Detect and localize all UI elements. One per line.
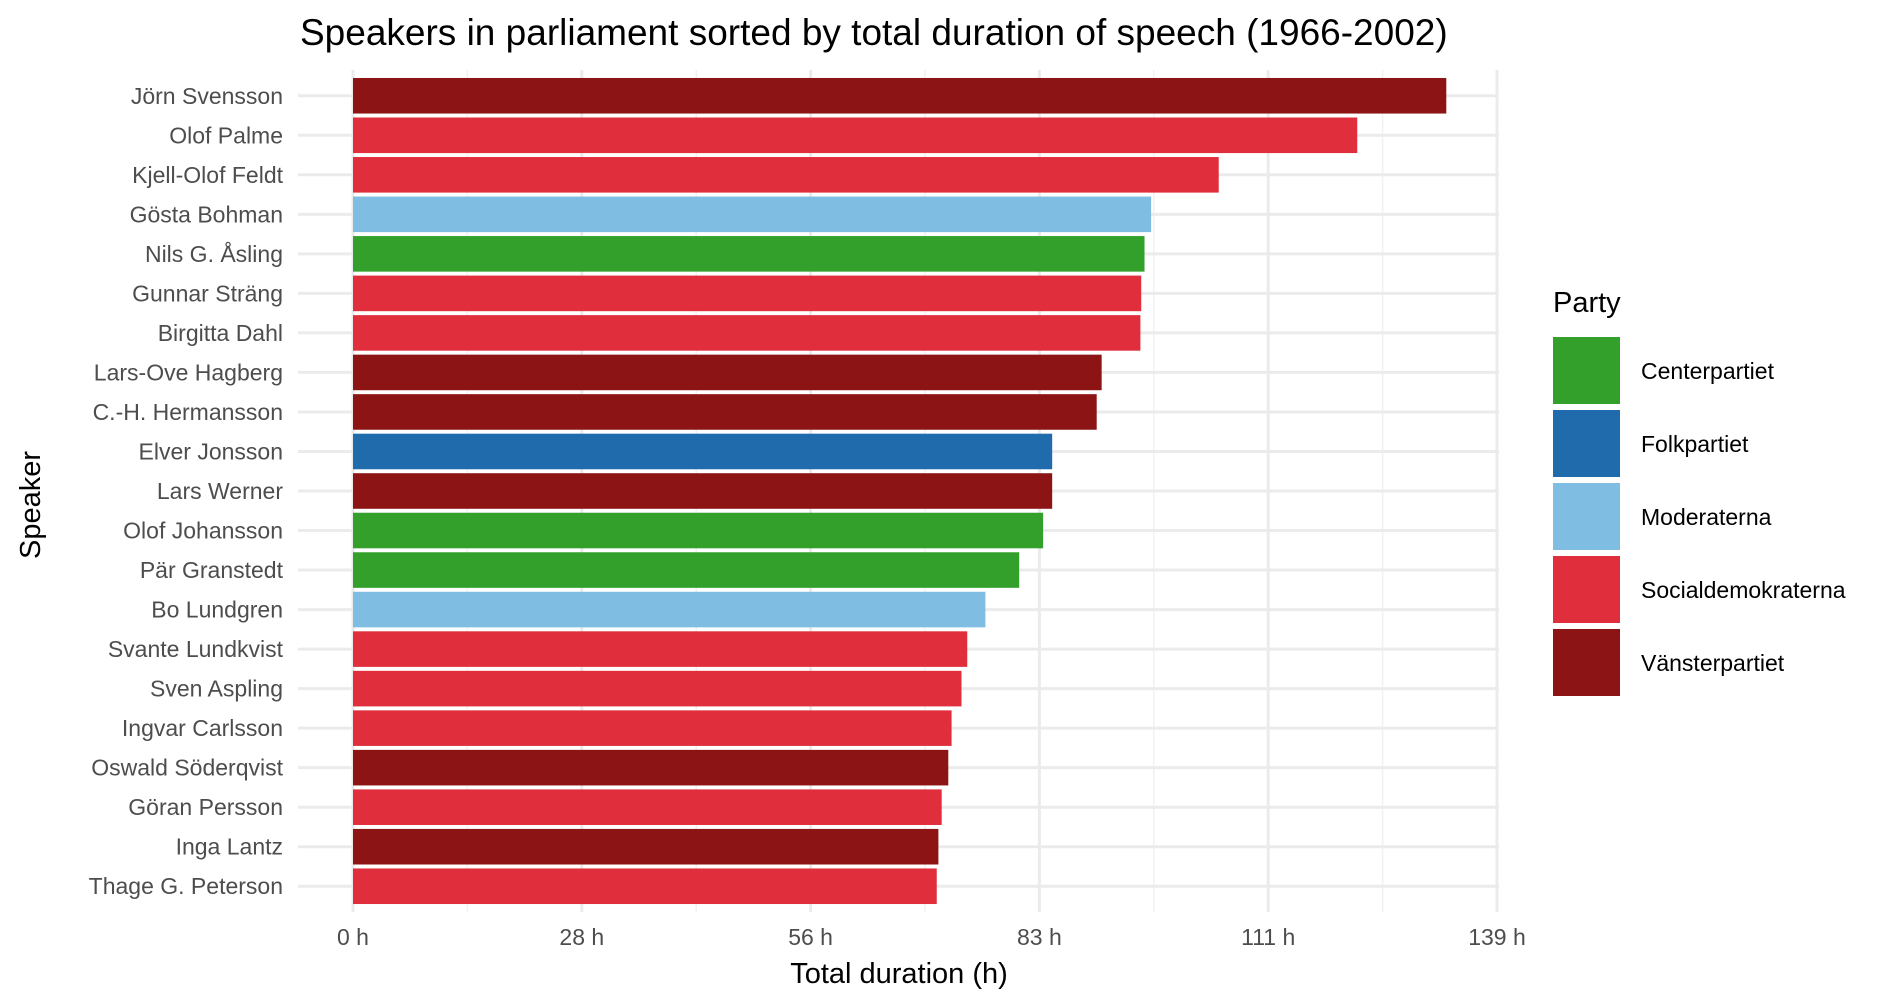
legend-swatch — [1553, 337, 1620, 404]
x-tick-label: 139 h — [1468, 924, 1526, 950]
legend-label: Folkpartiet — [1641, 431, 1749, 457]
bar — [353, 828, 939, 865]
bar — [353, 433, 1053, 470]
y-tick-label: Ingvar Carlsson — [122, 715, 283, 741]
legend-label: Moderaterna — [1641, 504, 1772, 530]
bar — [353, 670, 962, 707]
y-tick-label: Lars Werner — [157, 478, 283, 504]
chart-title: Speakers in parliament sorted by total d… — [300, 12, 1448, 53]
bar — [353, 512, 1044, 549]
x-tick-labels: 0 h 28 h 56 h 83 h 111 h 139 h — [337, 924, 1526, 950]
y-tick-label: Oswald Söderqvist — [91, 755, 283, 781]
y-tick-label: Lars-Ove Hagberg — [94, 359, 283, 385]
bar — [353, 789, 942, 825]
y-tick-label: Bo Lundgren — [151, 597, 283, 623]
y-tick-label: Inga Lantz — [176, 834, 283, 860]
legend-label: Socialdemokraterna — [1641, 577, 1846, 603]
bar — [353, 77, 1447, 114]
bar — [353, 631, 968, 667]
bar — [353, 196, 1152, 233]
legend-title: Party — [1553, 287, 1621, 319]
y-tick-labels: Jörn Svensson Olof Palme Kjell-Olof Feldt G… — [89, 83, 284, 899]
legend-label: Centerpartiet — [1641, 358, 1775, 384]
x-tick-label: 56 h — [788, 924, 833, 950]
bars-group — [353, 77, 1447, 905]
x-tick-label: 28 h — [559, 924, 604, 950]
bar — [353, 552, 1020, 588]
y-tick-label: Elver Jonsson — [139, 438, 283, 464]
bar — [353, 473, 1053, 509]
bar — [353, 315, 1141, 351]
y-tick-label: Svante Lundkvist — [108, 636, 284, 662]
bar — [353, 868, 937, 905]
legend-label: Vänsterpartiet — [1641, 650, 1785, 676]
legend-swatch — [1553, 410, 1620, 477]
x-axis-title: Total duration (h) — [790, 958, 1008, 990]
y-tick-label: Olof Palme — [169, 122, 283, 148]
legend-swatch — [1553, 556, 1620, 623]
x-tick-label: 83 h — [1017, 924, 1062, 950]
bar — [353, 117, 1358, 154]
legend: Party Centerpartiet Folkpartiet Moderatern… — [1553, 287, 1846, 696]
y-tick-label: Sven Aspling — [150, 676, 283, 702]
y-tick-label: C.-H. Hermansson — [93, 399, 283, 425]
bar — [353, 354, 1102, 391]
bar — [353, 275, 1142, 312]
bar — [353, 591, 986, 628]
bar — [353, 710, 952, 746]
y-tick-label: Göran Persson — [128, 794, 283, 820]
legend-swatch — [1553, 629, 1620, 696]
bar — [353, 236, 1145, 272]
x-tick-label: 0 h — [337, 924, 369, 950]
y-axis-title: Speaker — [15, 451, 47, 559]
bar — [353, 394, 1097, 430]
y-tick-label: Olof Johansson — [123, 518, 283, 544]
bar — [353, 157, 1219, 193]
legend-swatch — [1553, 483, 1620, 550]
x-tick-label: 111 h — [1241, 924, 1295, 950]
y-tick-label: Thage G. Peterson — [89, 873, 283, 899]
y-tick-label: Kjell-Olof Feldt — [132, 162, 283, 188]
y-tick-label: Jörn Svensson — [131, 83, 283, 109]
y-tick-label: Birgitta Dahl — [158, 320, 283, 346]
y-tick-label: Gösta Bohman — [130, 201, 283, 227]
y-tick-label: Gunnar Sträng — [132, 280, 283, 306]
y-tick-label: Nils G. Åsling — [145, 240, 283, 267]
bar — [353, 749, 949, 786]
y-tick-label: Pär Granstedt — [140, 557, 284, 583]
